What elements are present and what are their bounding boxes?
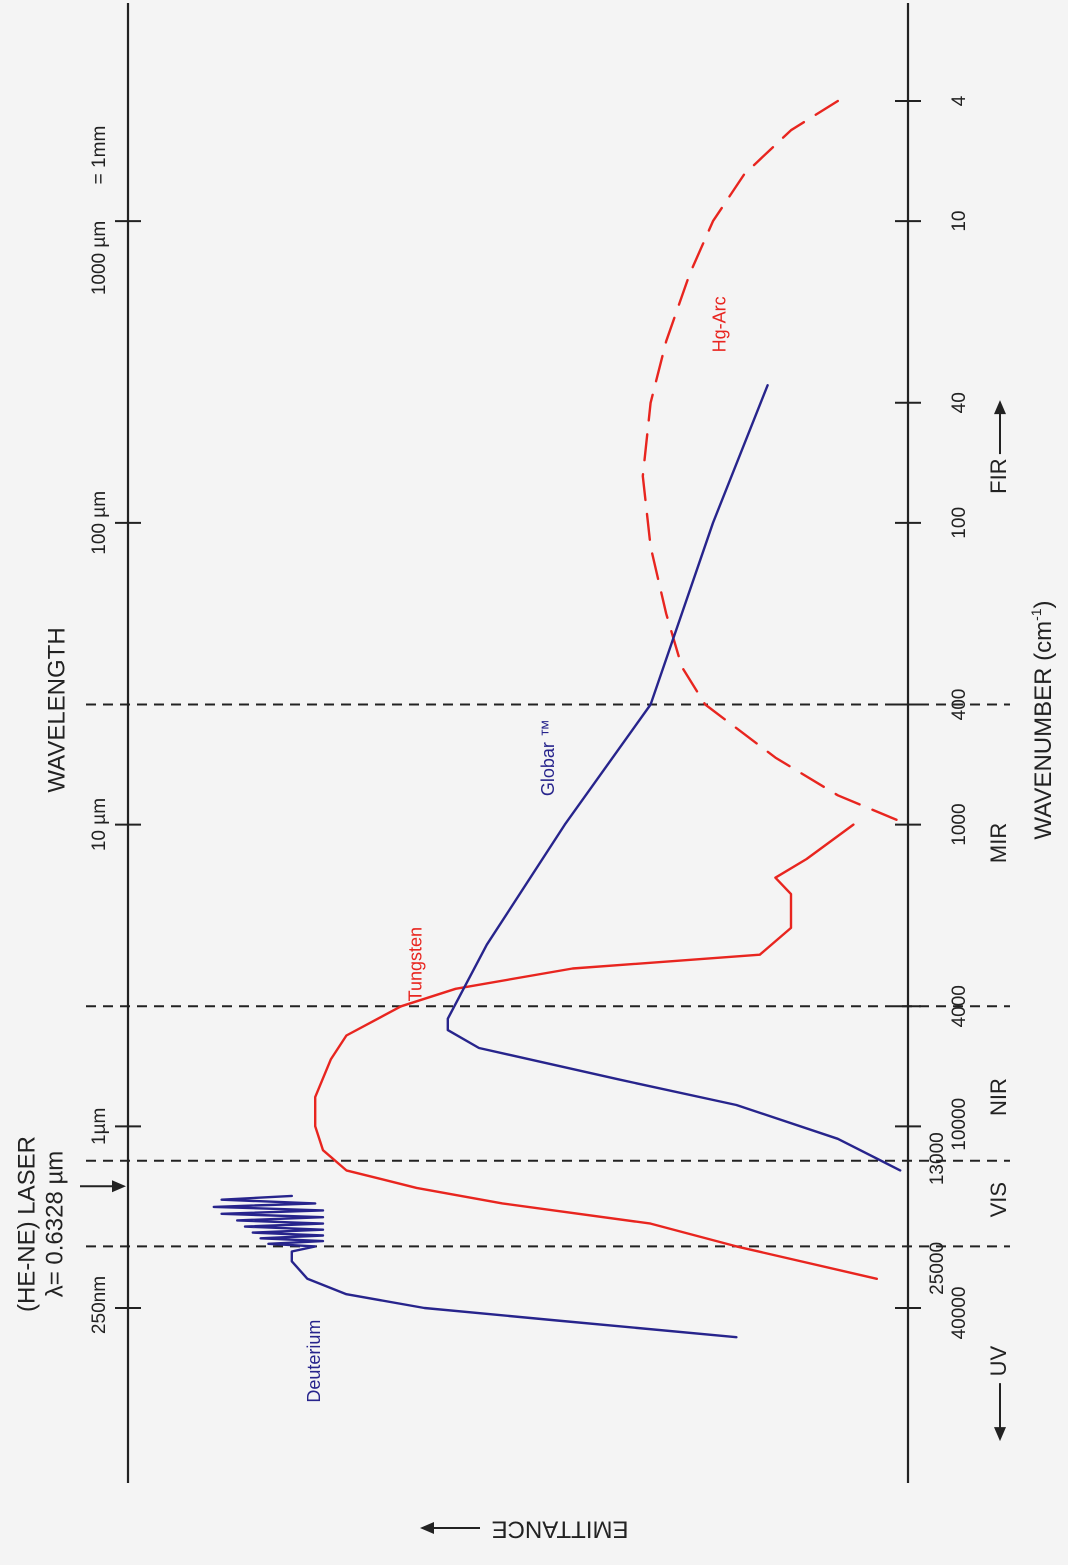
- wavenumber-tick-label: 1000: [949, 803, 970, 845]
- wavenumber-tick-label: 100: [949, 507, 970, 539]
- series-line-tungsten: [314, 823, 878, 1280]
- series-line-globar: [446, 384, 902, 1172]
- wavelength-tick-label: 10 µm: [89, 798, 110, 851]
- laser-arrow-head: [112, 1180, 126, 1193]
- curve-label-globar: Globar ™: [538, 719, 558, 796]
- wavenumber-tick-label: 10: [949, 211, 970, 232]
- series-lines: [212, 99, 910, 1339]
- wavenumber-tick-label: 10000: [949, 1098, 970, 1151]
- region-label-uv: UV: [986, 1346, 1011, 1377]
- wavelength-tick-label: = 1mm: [89, 126, 110, 185]
- series-line-deuterium: [212, 1194, 738, 1339]
- wavenumber-tick-label: 40000: [949, 1287, 970, 1340]
- curve-label-deuterium: Deuterium: [304, 1320, 324, 1403]
- series-line-hg-arc: [641, 99, 910, 826]
- emittance-arrow-head: [420, 1522, 434, 1534]
- region-label-mir: MIR: [986, 823, 1011, 863]
- wavenumber-tick-label: 13000: [927, 1132, 948, 1185]
- chart-labels: WAVELENGTH WAVENUMBER (cm-1) EMITTANCE FIR M…: [13, 296, 1057, 1542]
- wavenumber-axis-title: WAVENUMBER (cm-1): [1028, 600, 1058, 839]
- wavelength-tick-label: 1µm: [89, 1108, 110, 1145]
- laser-label-line1: (HE-NE) LASER: [13, 1136, 40, 1312]
- curve-label-tungsten: Tungsten: [405, 927, 425, 1001]
- fir-arrow-head: [994, 400, 1006, 415]
- uv-arrow-head: [994, 1427, 1006, 1442]
- wavelength-tick-label: 250nm: [89, 1276, 110, 1334]
- wavenumber-tick-label: 40: [949, 392, 970, 413]
- curve-label-hg-arc: Hg-Arc: [710, 296, 730, 352]
- wavenumber-tick-label: 4: [949, 95, 970, 106]
- emittance-label: EMITTANCE: [492, 1516, 629, 1543]
- wavenumber-tick-label: 25000: [927, 1242, 948, 1295]
- wavelength-tick-label: 1000 µm: [89, 221, 110, 295]
- wavenumber-tick-label: 400: [949, 689, 970, 721]
- region-dividers: [86, 703, 1010, 1248]
- region-label-fir: FIR: [986, 458, 1011, 493]
- wavenumber-tick-label: 4000: [949, 985, 970, 1027]
- wavelength-tick-label: 100 µm: [89, 491, 110, 555]
- laser-label-line2: λ= 0.6328 µm: [41, 1151, 68, 1298]
- wavelength-axis-title: WAVELENGTH: [43, 627, 70, 792]
- region-label-nir: NIR: [986, 1078, 1011, 1116]
- region-label-vis: VIS: [986, 1182, 1011, 1217]
